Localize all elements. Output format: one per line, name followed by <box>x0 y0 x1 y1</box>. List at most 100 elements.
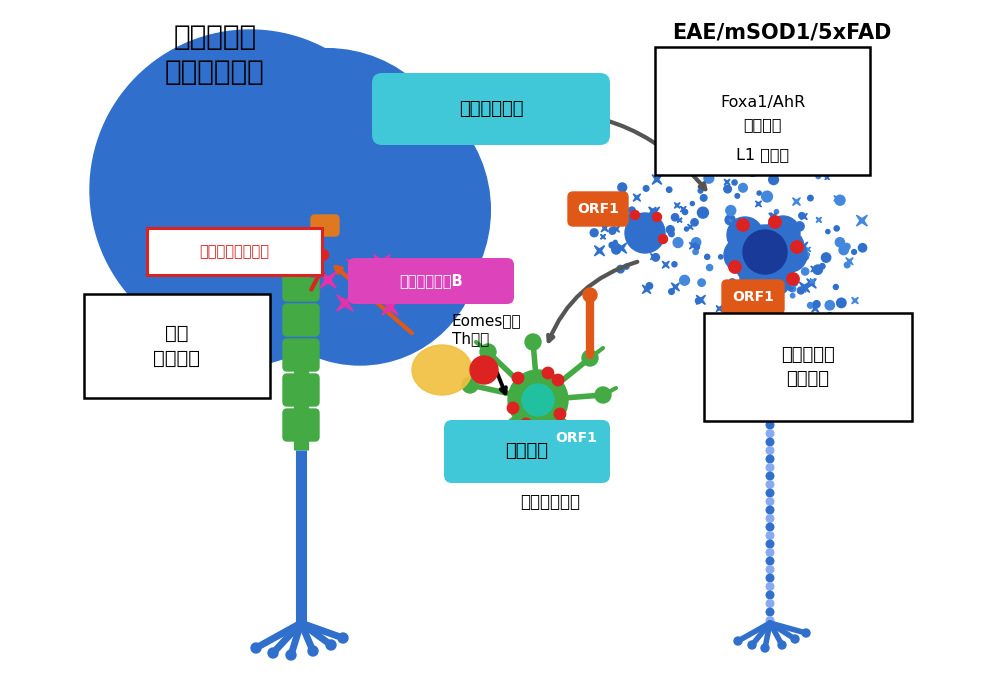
Polygon shape <box>807 279 816 288</box>
Circle shape <box>766 216 800 250</box>
Circle shape <box>822 393 826 397</box>
Circle shape <box>773 343 780 350</box>
Circle shape <box>731 322 736 327</box>
Circle shape <box>751 283 763 295</box>
Circle shape <box>766 311 774 319</box>
Polygon shape <box>816 217 821 223</box>
Circle shape <box>766 472 774 480</box>
Polygon shape <box>609 212 615 219</box>
Circle shape <box>830 386 833 389</box>
Circle shape <box>766 566 774 573</box>
Circle shape <box>766 616 774 624</box>
Circle shape <box>600 198 608 205</box>
Text: EAE/mSOD1/5xFAD: EAE/mSOD1/5xFAD <box>672 23 892 43</box>
Circle shape <box>766 506 774 514</box>
Polygon shape <box>382 299 398 315</box>
Circle shape <box>820 264 825 269</box>
Circle shape <box>790 279 798 286</box>
Circle shape <box>308 646 318 656</box>
Text: 免疫依存性
神経細胞障害: 免疫依存性 神経細胞障害 <box>165 23 265 86</box>
Ellipse shape <box>216 307 262 343</box>
Circle shape <box>766 285 774 292</box>
Circle shape <box>766 447 774 454</box>
Circle shape <box>690 201 694 206</box>
Circle shape <box>698 279 705 286</box>
Text: Eomes陽性
Th細胞: Eomes陽性 Th細胞 <box>452 313 522 347</box>
Circle shape <box>737 219 749 232</box>
Polygon shape <box>360 277 376 293</box>
Circle shape <box>695 298 701 303</box>
Polygon shape <box>738 306 747 314</box>
Circle shape <box>694 245 700 249</box>
Circle shape <box>844 243 850 250</box>
Circle shape <box>740 264 770 294</box>
Polygon shape <box>724 179 730 185</box>
Polygon shape <box>825 175 829 179</box>
Circle shape <box>735 194 740 198</box>
Circle shape <box>268 648 278 658</box>
Polygon shape <box>650 253 657 260</box>
Circle shape <box>821 390 825 394</box>
Circle shape <box>338 633 348 643</box>
Circle shape <box>669 231 674 236</box>
Circle shape <box>303 198 337 232</box>
Circle shape <box>791 241 803 253</box>
Circle shape <box>613 240 617 244</box>
Polygon shape <box>812 305 819 312</box>
Circle shape <box>802 629 810 637</box>
Circle shape <box>672 262 677 267</box>
Circle shape <box>785 226 792 234</box>
Circle shape <box>766 599 774 608</box>
Circle shape <box>739 184 747 192</box>
Circle shape <box>286 650 296 660</box>
Circle shape <box>583 288 597 302</box>
Polygon shape <box>649 207 660 218</box>
Circle shape <box>766 379 774 386</box>
Polygon shape <box>799 282 810 292</box>
Circle shape <box>769 175 778 184</box>
Polygon shape <box>852 297 858 304</box>
Circle shape <box>766 404 774 412</box>
Circle shape <box>757 191 761 195</box>
Circle shape <box>795 222 804 231</box>
Circle shape <box>835 195 845 206</box>
Circle shape <box>617 265 624 273</box>
Circle shape <box>766 336 774 344</box>
FancyBboxPatch shape <box>283 304 319 336</box>
Polygon shape <box>696 295 705 304</box>
Text: 健常
神経細胞: 健常 神経細胞 <box>154 324 200 368</box>
Circle shape <box>766 574 774 582</box>
Circle shape <box>732 222 741 232</box>
Circle shape <box>844 262 850 268</box>
Polygon shape <box>320 272 336 288</box>
Circle shape <box>735 312 743 321</box>
Circle shape <box>522 384 554 416</box>
Circle shape <box>609 242 615 248</box>
Circle shape <box>791 325 799 333</box>
Circle shape <box>826 229 830 234</box>
Polygon shape <box>801 287 806 292</box>
Circle shape <box>758 160 769 170</box>
Circle shape <box>194 49 460 315</box>
Circle shape <box>828 396 832 399</box>
Text: ORF1: ORF1 <box>555 431 597 445</box>
Polygon shape <box>601 225 608 232</box>
Polygon shape <box>671 283 679 291</box>
FancyBboxPatch shape <box>545 421 607 455</box>
Circle shape <box>762 337 768 342</box>
Circle shape <box>552 374 564 386</box>
Circle shape <box>732 180 737 185</box>
Circle shape <box>669 289 674 295</box>
Polygon shape <box>769 213 777 221</box>
Circle shape <box>747 166 758 176</box>
Circle shape <box>525 334 541 350</box>
Circle shape <box>802 268 809 275</box>
Polygon shape <box>811 266 817 272</box>
Circle shape <box>760 266 790 296</box>
Circle shape <box>835 238 845 247</box>
Circle shape <box>692 238 701 247</box>
Circle shape <box>705 254 710 260</box>
Circle shape <box>831 320 839 327</box>
Polygon shape <box>795 248 805 259</box>
Circle shape <box>813 265 822 275</box>
